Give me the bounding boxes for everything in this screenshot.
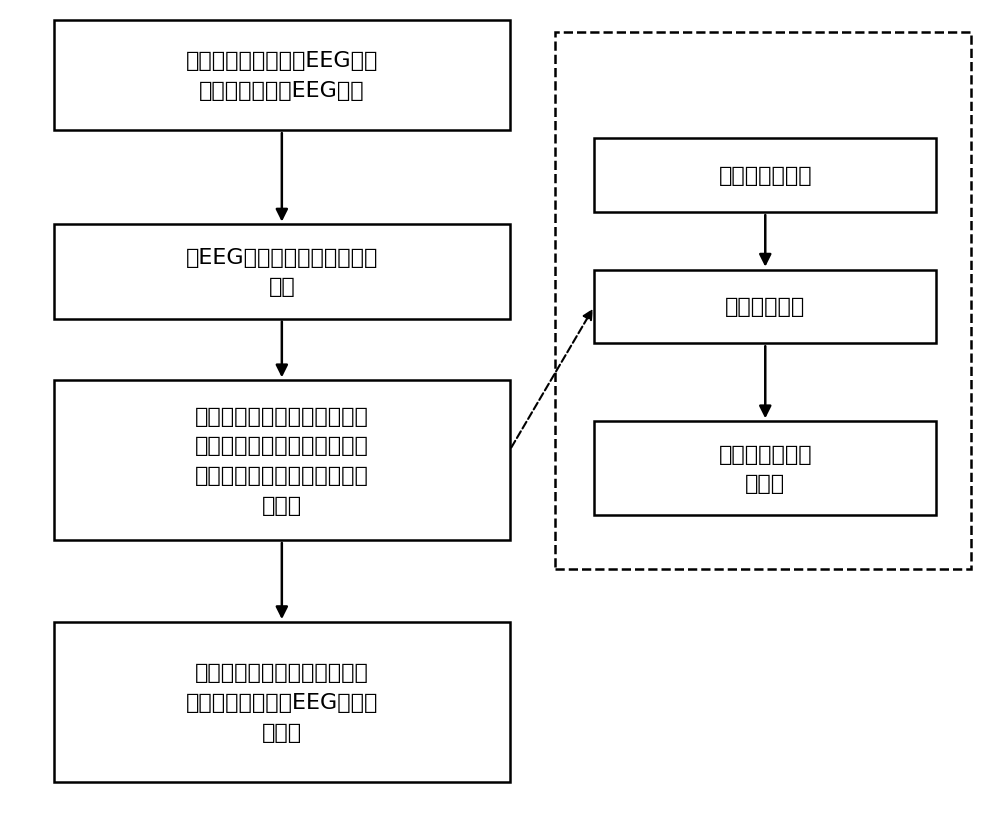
Bar — [54, 225, 510, 319]
Text: 黎曼切平面映射: 黎曼切平面映射 — [718, 166, 812, 186]
Bar — [594, 139, 936, 213]
Bar — [54, 21, 510, 131]
Text: 流形特征变换: 流形特征变换 — [725, 297, 805, 317]
Text: 对EEG数据进行预处理和特征
提取: 对EEG数据进行预处理和特征 提取 — [186, 247, 378, 297]
Bar — [54, 622, 510, 782]
Bar — [54, 380, 510, 540]
Bar — [594, 422, 936, 516]
Text: 分别获取源受试者的EEG数据
和目标受试者的EEG数据: 分别获取源受试者的EEG数据 和目标受试者的EEG数据 — [186, 51, 378, 101]
Bar — [555, 33, 971, 569]
Text: 集成分布对齐的
分类器: 集成分布对齐的 分类器 — [718, 444, 812, 494]
Bar — [594, 270, 936, 344]
Text: 构建基于流形嵌入分布对齐的
迁移学习模型，利用数据对迁
移学习模型进行训练，得到训
练模型: 构建基于流形嵌入分布对齐的 迁移学习模型，利用数据对迁 移学习模型进行训练，得到… — [195, 406, 369, 515]
Text: 利用训练得到的分类器对目标
受试者的无标签的EEG数据进
行分类: 利用训练得到的分类器对目标 受试者的无标签的EEG数据进 行分类 — [186, 662, 378, 742]
